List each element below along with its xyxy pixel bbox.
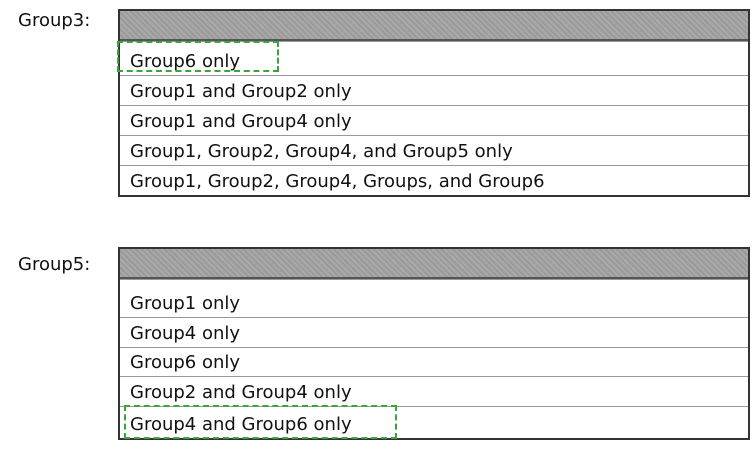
option[interactable]: Group6 only: [120, 347, 748, 376]
option[interactable]: Group2 and Group4 only: [120, 376, 748, 406]
option-text: Group2 and Group4 only: [130, 382, 352, 403]
option-text: Group6 only: [130, 51, 241, 72]
option-text: Group6 only: [130, 352, 241, 373]
option-text: Group1, Group2, Group4, and Group5 only: [130, 141, 513, 162]
option-text: Group1, Group2, Group4, Groups, and Grou…: [130, 171, 545, 192]
option[interactable]: Group4 and Group6 only: [120, 406, 748, 438]
option-text: Group4 only: [130, 323, 241, 344]
option[interactable]: Group1 and Group2 only: [120, 75, 748, 105]
dropdown-header[interactable]: [120, 249, 748, 279]
group5-label: Group5:: [18, 254, 91, 275]
option-text: Group1 and Group2 only: [130, 81, 352, 102]
group5-dropdown[interactable]: Group1 only Group4 only Group6 only Grou…: [118, 247, 750, 440]
option-text: Group1 only: [130, 293, 241, 314]
option[interactable]: Group1 and Group4 only: [120, 105, 748, 135]
option[interactable]: Group4 only: [120, 317, 748, 347]
option-text: Group1 and Group4 only: [130, 111, 352, 132]
option[interactable]: Group1 only: [120, 279, 748, 317]
dropdown-header[interactable]: [120, 11, 748, 41]
group3-dropdown[interactable]: Group6 only Group1 and Group2 only Group…: [118, 9, 750, 197]
option-text: Group4 and Group6 only: [130, 414, 352, 435]
option[interactable]: Group6 only: [120, 41, 748, 75]
option[interactable]: Group1, Group2, Group4, Groups, and Grou…: [120, 165, 748, 195]
option[interactable]: Group1, Group2, Group4, and Group5 only: [120, 135, 748, 165]
group3-label: Group3:: [18, 10, 91, 31]
